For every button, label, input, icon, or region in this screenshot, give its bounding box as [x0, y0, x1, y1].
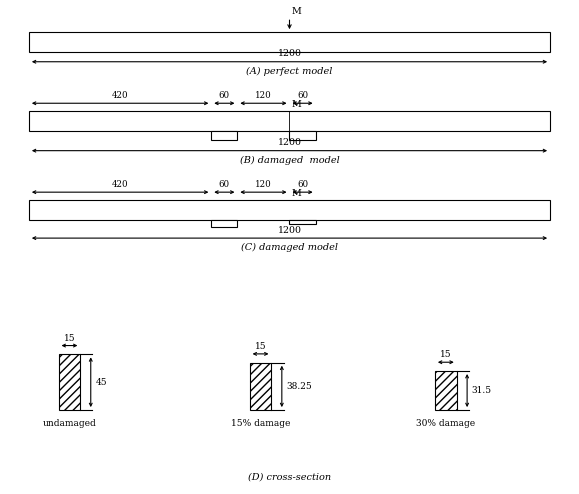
- Text: 15: 15: [440, 350, 452, 359]
- Text: 1200: 1200: [277, 138, 302, 147]
- Text: 420: 420: [112, 91, 129, 100]
- Bar: [29, 111, 550, 131]
- Text: 60: 60: [219, 180, 230, 189]
- Bar: [290, 131, 316, 140]
- Text: 420: 420: [112, 180, 129, 189]
- Text: (D) cross-section: (D) cross-section: [248, 473, 331, 482]
- Text: 1200: 1200: [277, 49, 302, 58]
- Text: 60: 60: [297, 180, 308, 189]
- Bar: [211, 131, 237, 140]
- Bar: [250, 363, 272, 410]
- Bar: [58, 355, 80, 410]
- Text: undamaged: undamaged: [43, 419, 96, 428]
- Bar: [435, 371, 457, 410]
- Text: 60: 60: [297, 91, 308, 100]
- Text: 120: 120: [255, 91, 272, 100]
- Text: 31.5: 31.5: [472, 386, 492, 395]
- Text: 15% damage: 15% damage: [231, 419, 290, 428]
- Bar: [290, 220, 316, 224]
- Text: M: M: [292, 7, 302, 16]
- Text: (B) damaged  model: (B) damaged model: [240, 156, 339, 165]
- Text: 30% damage: 30% damage: [416, 419, 475, 428]
- Bar: [29, 32, 550, 52]
- Bar: [211, 220, 237, 227]
- Text: M: M: [292, 189, 302, 198]
- Text: M: M: [292, 100, 302, 109]
- Text: 120: 120: [255, 180, 272, 189]
- Text: (C) damaged model: (C) damaged model: [241, 243, 338, 252]
- Text: 38.25: 38.25: [287, 382, 312, 391]
- Text: 60: 60: [219, 91, 230, 100]
- Text: 15: 15: [255, 342, 266, 351]
- Bar: [29, 200, 550, 220]
- Text: (A) perfect model: (A) perfect model: [246, 67, 333, 76]
- Text: 1200: 1200: [277, 226, 302, 235]
- Text: 45: 45: [96, 378, 107, 387]
- Text: 15: 15: [64, 333, 75, 343]
